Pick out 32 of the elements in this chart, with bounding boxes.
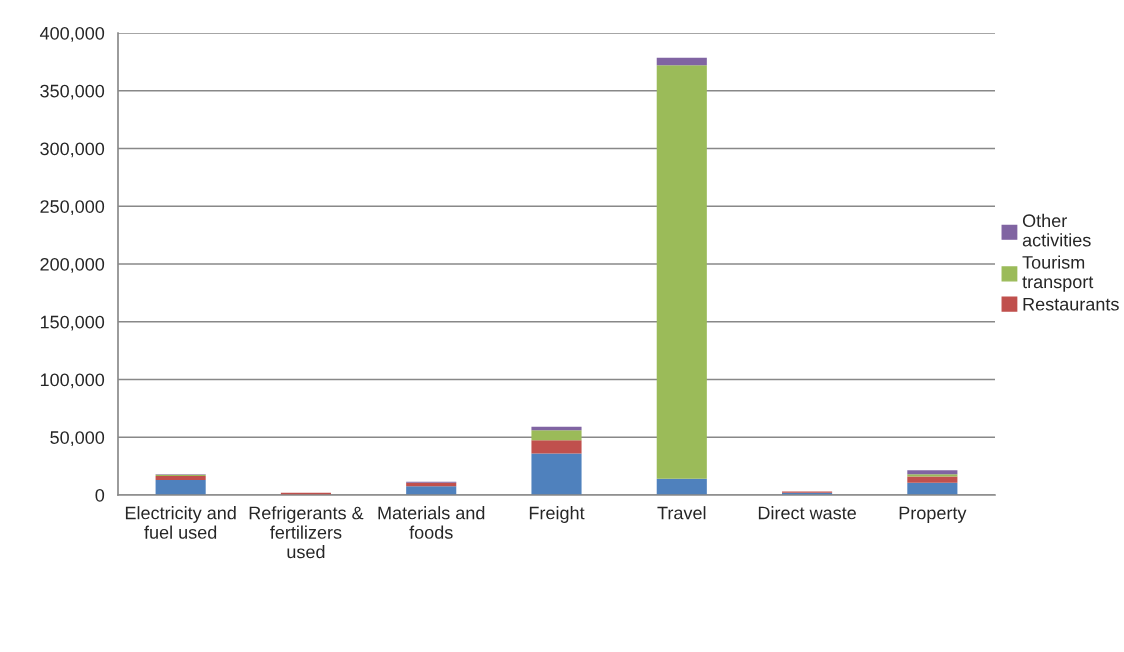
y-tick-label: 350,000: [40, 84, 105, 100]
y-tick-label: 200,000: [40, 257, 105, 273]
y-tick-label: 250,000: [40, 200, 105, 216]
bar: [907, 470, 958, 475]
bar: [907, 476, 958, 483]
x-tick-label: Direct waste: [758, 506, 856, 520]
legend-label: Tourism transport: [1022, 255, 1094, 292]
y-tick-label: 0: [95, 488, 105, 502]
bar: [907, 482, 958, 495]
legend-label: Other activities: [1022, 213, 1091, 247]
bar: [531, 430, 582, 441]
x-tick-label: Property: [899, 506, 967, 523]
y-tick-label: 50,000: [50, 431, 105, 447]
y-tick-label: 300,000: [40, 142, 105, 158]
bar: [907, 474, 958, 477]
bar: [531, 440, 582, 454]
bar: [531, 453, 582, 495]
bar: [656, 57, 707, 66]
bar: [406, 486, 457, 495]
bar: [155, 475, 206, 480]
bar: [656, 478, 707, 495]
y-tick-label: 400,000: [39, 26, 105, 42]
x-tick-label: Materials and foods: [378, 506, 485, 539]
x-tick-label: Freight: [529, 506, 585, 523]
bar: [656, 65, 707, 479]
x-tick-label: Electricity and fuel used: [125, 506, 236, 539]
y-tick-label: 100,000: [40, 373, 105, 389]
legend-label: Restaurants: [1023, 297, 1119, 311]
x-tick-label: Travel: [657, 506, 706, 520]
x-tick-label: Refrigerants & fertilizers used: [249, 506, 364, 559]
y-tick-label: 150,000: [40, 315, 105, 331]
bar: [155, 479, 206, 495]
